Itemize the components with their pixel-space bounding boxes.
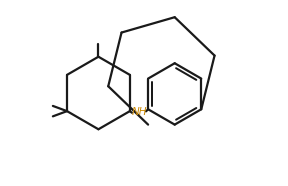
- Text: NH: NH: [131, 107, 147, 117]
